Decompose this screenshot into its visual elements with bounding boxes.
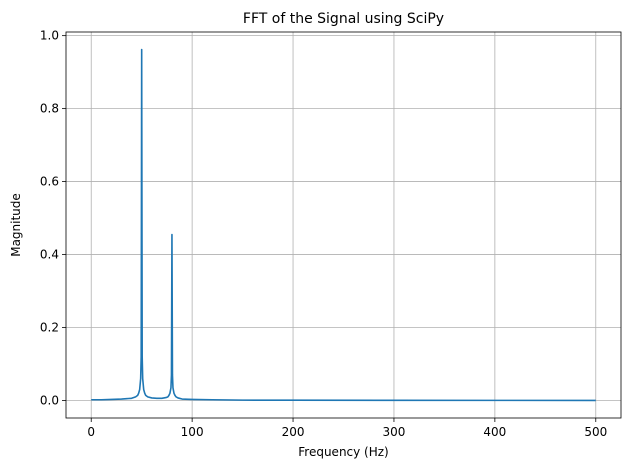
x-tick-label: 100	[181, 425, 204, 439]
series-layer	[91, 48, 596, 402]
x-tick-label: 200	[282, 425, 305, 439]
x-tick-label: 400	[483, 425, 506, 439]
plot-frame	[65, 31, 622, 419]
y-axis-ticks: 0.0 0.2 0.4 0.6 0.8 1.0	[40, 29, 66, 407]
grid	[66, 32, 621, 418]
x-axis-ticks: 0 100 200 300 400 500	[87, 418, 607, 439]
y-tick-label: 1.0	[40, 29, 59, 43]
y-tick-label: 0.8	[40, 102, 59, 116]
x-tick-label: 300	[383, 425, 406, 439]
y-tick-label: 0.2	[40, 321, 59, 335]
y-tick-label: 0.0	[40, 393, 59, 407]
series-line	[91, 48, 596, 402]
y-tick-label: 0.4	[40, 248, 59, 262]
x-axis-label: Frequency (Hz)	[298, 445, 389, 459]
y-tick-label: 0.6	[40, 175, 59, 189]
y-axis-label: Magnitude	[9, 193, 23, 257]
x-tick-label: 0	[87, 425, 95, 439]
chart-title: FFT of the Signal using SciPy	[243, 11, 444, 27]
x-tick-label: 500	[584, 425, 607, 439]
